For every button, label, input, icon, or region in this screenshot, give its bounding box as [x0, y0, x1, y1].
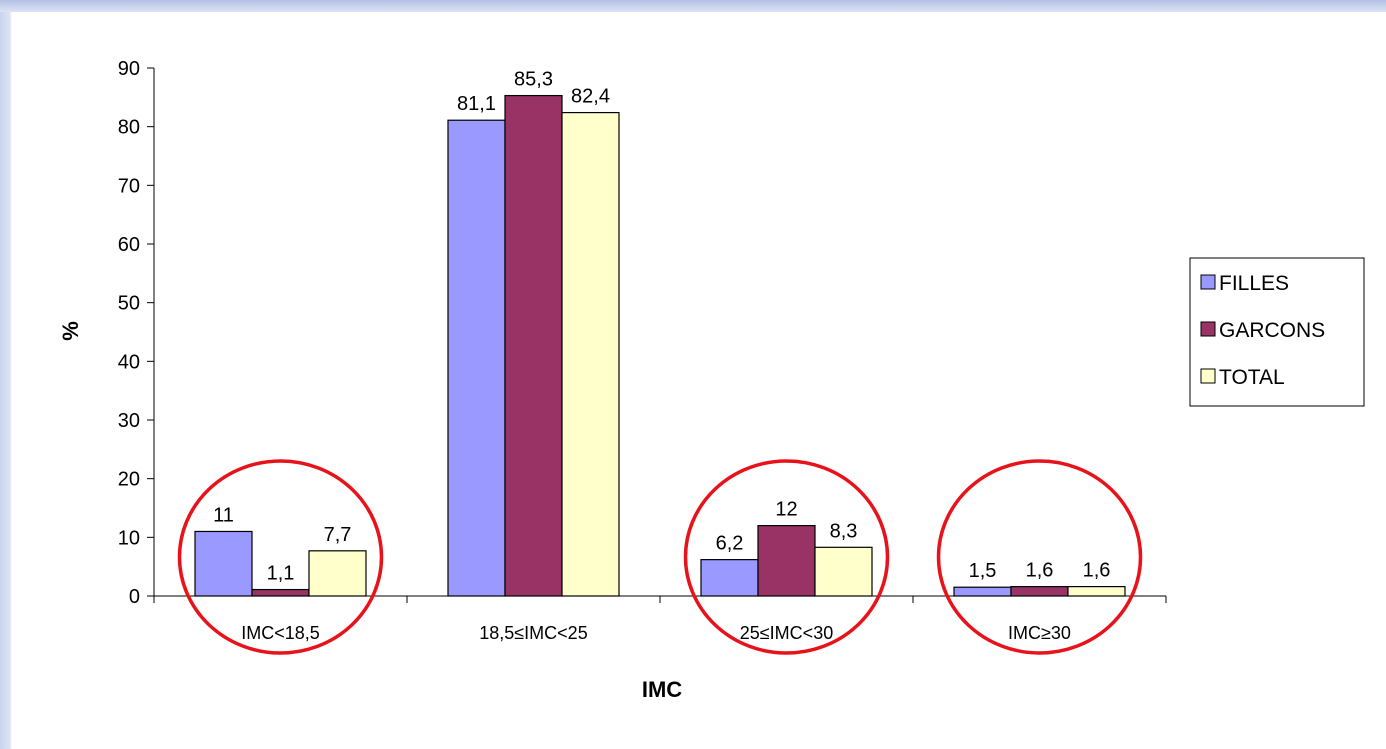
- bar-garcons-1: [504, 94, 563, 597]
- bars-layer: [194, 94, 1126, 597]
- data-labels-layer: 11 1,1 7,7 81,1 85,3 82,4 6,2 12 8,3 1,5 1,6 1,6: [213, 69, 1110, 585]
- bar-garcons-3: [1010, 586, 1069, 597]
- legend-box: [1189, 257, 1365, 407]
- bar-filles-0: [194, 530, 253, 597]
- data-label-filles-1: 81,1: [457, 93, 496, 115]
- legend-label-total: TOTAL: [1219, 366, 1285, 389]
- legend-swatch-garcons: [1200, 321, 1216, 337]
- data-label-garcons-0: 1,1: [267, 563, 295, 585]
- legend-label-filles: FILLES: [1219, 272, 1289, 295]
- highlight-circle-3: [936, 459, 1143, 655]
- highlight-circle-2: [683, 459, 890, 655]
- data-label-total-2: 8,3: [830, 520, 858, 542]
- data-label-total-3: 1,6: [1083, 560, 1111, 582]
- y-tick-label-0: 0: [129, 586, 140, 608]
- legend: FILLES GARCONS TOTAL: [1189, 257, 1365, 407]
- data-label-filles-0: 11: [213, 504, 234, 526]
- data-label-filles-2: 6,2: [716, 533, 744, 555]
- x-tick-label-0: IMC<18,5: [241, 623, 320, 643]
- y-tick-label-7: 70: [118, 175, 140, 197]
- x-tick-label-2: 25≤IMC<30: [740, 623, 833, 643]
- x-tick-label-1: 18,5≤IMC<25: [479, 623, 587, 643]
- data-label-filles-3: 1,5: [969, 560, 997, 582]
- highlight-circle-0: [177, 459, 384, 655]
- y-tick-label-1: 10: [118, 527, 140, 549]
- y-tick-label-4: 40: [118, 351, 140, 373]
- highlight-circles-layer: [177, 459, 1143, 655]
- x-axis-title: IMC: [642, 677, 682, 702]
- x-tick-label-3: IMC≥30: [1008, 623, 1071, 643]
- y-tick-label-3: 30: [118, 410, 140, 432]
- data-label-garcons-2: 12: [775, 499, 797, 521]
- bar-total-0: [308, 550, 367, 597]
- data-label-garcons-3: 1,6: [1026, 560, 1054, 582]
- legend-swatch-total: [1200, 368, 1216, 384]
- y-tick-label-2: 20: [118, 469, 140, 491]
- bar-garcons-2: [757, 524, 816, 597]
- bar-filles-2: [700, 559, 759, 597]
- y-tick-label-8: 80: [118, 117, 140, 139]
- y-tick-label-5: 50: [118, 293, 140, 315]
- y-tick-label-9: 90: [118, 58, 140, 80]
- bar-garcons-0: [251, 588, 310, 597]
- bar-total-1: [561, 111, 620, 597]
- bar-total-3: [1067, 586, 1126, 597]
- bar-filles-1: [447, 119, 506, 597]
- data-label-total-1: 82,4: [571, 86, 610, 108]
- legend-swatch-filles: [1200, 274, 1216, 290]
- data-label-garcons-1: 85,3: [514, 69, 553, 91]
- bar-filles-3: [953, 586, 1012, 597]
- axes-layer: IMC<18,5 18,5≤IMC<25 25≤IMC<30 IMC≥30 0 10 20 3…: [118, 58, 1167, 643]
- y-axis-title: %: [58, 321, 83, 341]
- data-label-total-0: 7,7: [324, 524, 352, 546]
- y-tick-label-6: 60: [118, 234, 140, 256]
- legend-label-garcons: GARCONS: [1219, 319, 1325, 342]
- slide-top-band: [0, 0, 1386, 12]
- bar-total-2: [814, 546, 873, 597]
